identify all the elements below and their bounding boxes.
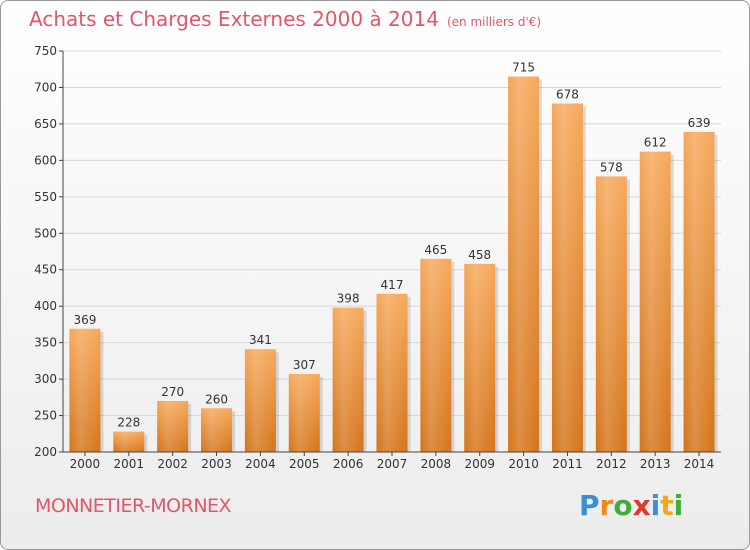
bar-shine	[639, 151, 671, 452]
logo-letter: i	[650, 489, 661, 522]
logo-letter: i	[673, 489, 684, 522]
data-label: 341	[249, 333, 272, 347]
y-tick-label: 450	[34, 263, 57, 277]
logo-letter: r	[599, 489, 614, 522]
bar-shine	[420, 258, 452, 452]
x-tick-label: 2009	[464, 457, 495, 471]
bar-shine	[464, 263, 496, 452]
chart-title: Achats et Charges Externes 2000 à 2014 (e…	[29, 7, 541, 31]
y-tick-label: 200	[34, 445, 57, 459]
bar-shine	[244, 349, 276, 452]
bar-shine	[595, 176, 627, 453]
bar-shine	[113, 431, 145, 452]
y-tick-label: 650	[34, 117, 57, 131]
y-tick-label: 250	[34, 409, 57, 423]
bar-shine	[376, 293, 408, 452]
x-tick-label: 2002	[157, 457, 188, 471]
x-tick-label: 2001	[114, 457, 145, 471]
x-tick-label: 2012	[596, 457, 627, 471]
x-tick-label: 2000	[70, 457, 101, 471]
bar-shine	[69, 328, 101, 452]
bar-shine	[288, 373, 320, 452]
x-tick-label: 2011	[552, 457, 583, 471]
data-label: 678	[556, 87, 579, 101]
data-label: 398	[337, 292, 360, 306]
x-tick-label: 2003	[201, 457, 232, 471]
bar-shine	[201, 408, 233, 452]
axis-layer: 200 250 300 350 400 450 500 550 600 650 700 750 2000…	[34, 44, 721, 471]
bar-shine	[508, 76, 540, 452]
data-label: 578	[600, 160, 623, 174]
bar-shine	[332, 307, 364, 452]
chart-title-text: Achats et Charges Externes 2000 à 2014	[29, 7, 439, 31]
bar-shine	[683, 131, 715, 453]
data-label: 307	[293, 358, 316, 372]
data-label: 458	[468, 248, 491, 262]
y-tick-label: 400	[34, 299, 57, 313]
data-label: 417	[381, 278, 404, 292]
x-tick-label: 2007	[377, 457, 408, 471]
logo-letter: t	[660, 489, 674, 522]
data-label: 639	[688, 116, 711, 130]
chart-subtitle: (en milliers d'€)	[446, 15, 542, 29]
data-label: 369	[73, 313, 96, 327]
x-tick-label: 2013	[640, 457, 671, 471]
y-tick-label: 300	[34, 372, 57, 386]
x-tick-label: 2014	[684, 457, 715, 471]
x-tick-label: 2005	[289, 457, 320, 471]
x-tick-label: 2008	[421, 457, 452, 471]
y-tick-label: 750	[34, 44, 57, 58]
x-tick-label: 2004	[245, 457, 276, 471]
logo-letter: P	[579, 489, 600, 522]
bar-layer: 369 228 270 260 341 307 398 417 465 458 715 678 578 6…	[69, 61, 718, 453]
data-label: 260	[205, 392, 228, 406]
data-label: 612	[644, 136, 667, 150]
x-tick-label: 2010	[508, 457, 539, 471]
x-tick-label: 2006	[333, 457, 364, 471]
y-tick-label: 550	[34, 190, 57, 204]
bar-shine	[551, 103, 583, 453]
y-tick-label: 350	[34, 336, 57, 350]
proxiti-logo: Proxiti	[579, 489, 683, 522]
logo-letter: x	[632, 489, 651, 522]
town-name: MONNETIER-MORNEX	[35, 495, 232, 517]
data-label: 465	[424, 243, 447, 257]
data-label: 715	[512, 61, 535, 75]
data-label: 270	[161, 385, 184, 399]
logo-letter: o	[613, 489, 633, 522]
y-tick-label: 600	[34, 153, 57, 167]
y-tick-label: 700	[34, 80, 57, 94]
data-label: 228	[117, 416, 140, 430]
bar-shine	[157, 400, 189, 452]
y-tick-label: 500	[34, 226, 57, 240]
